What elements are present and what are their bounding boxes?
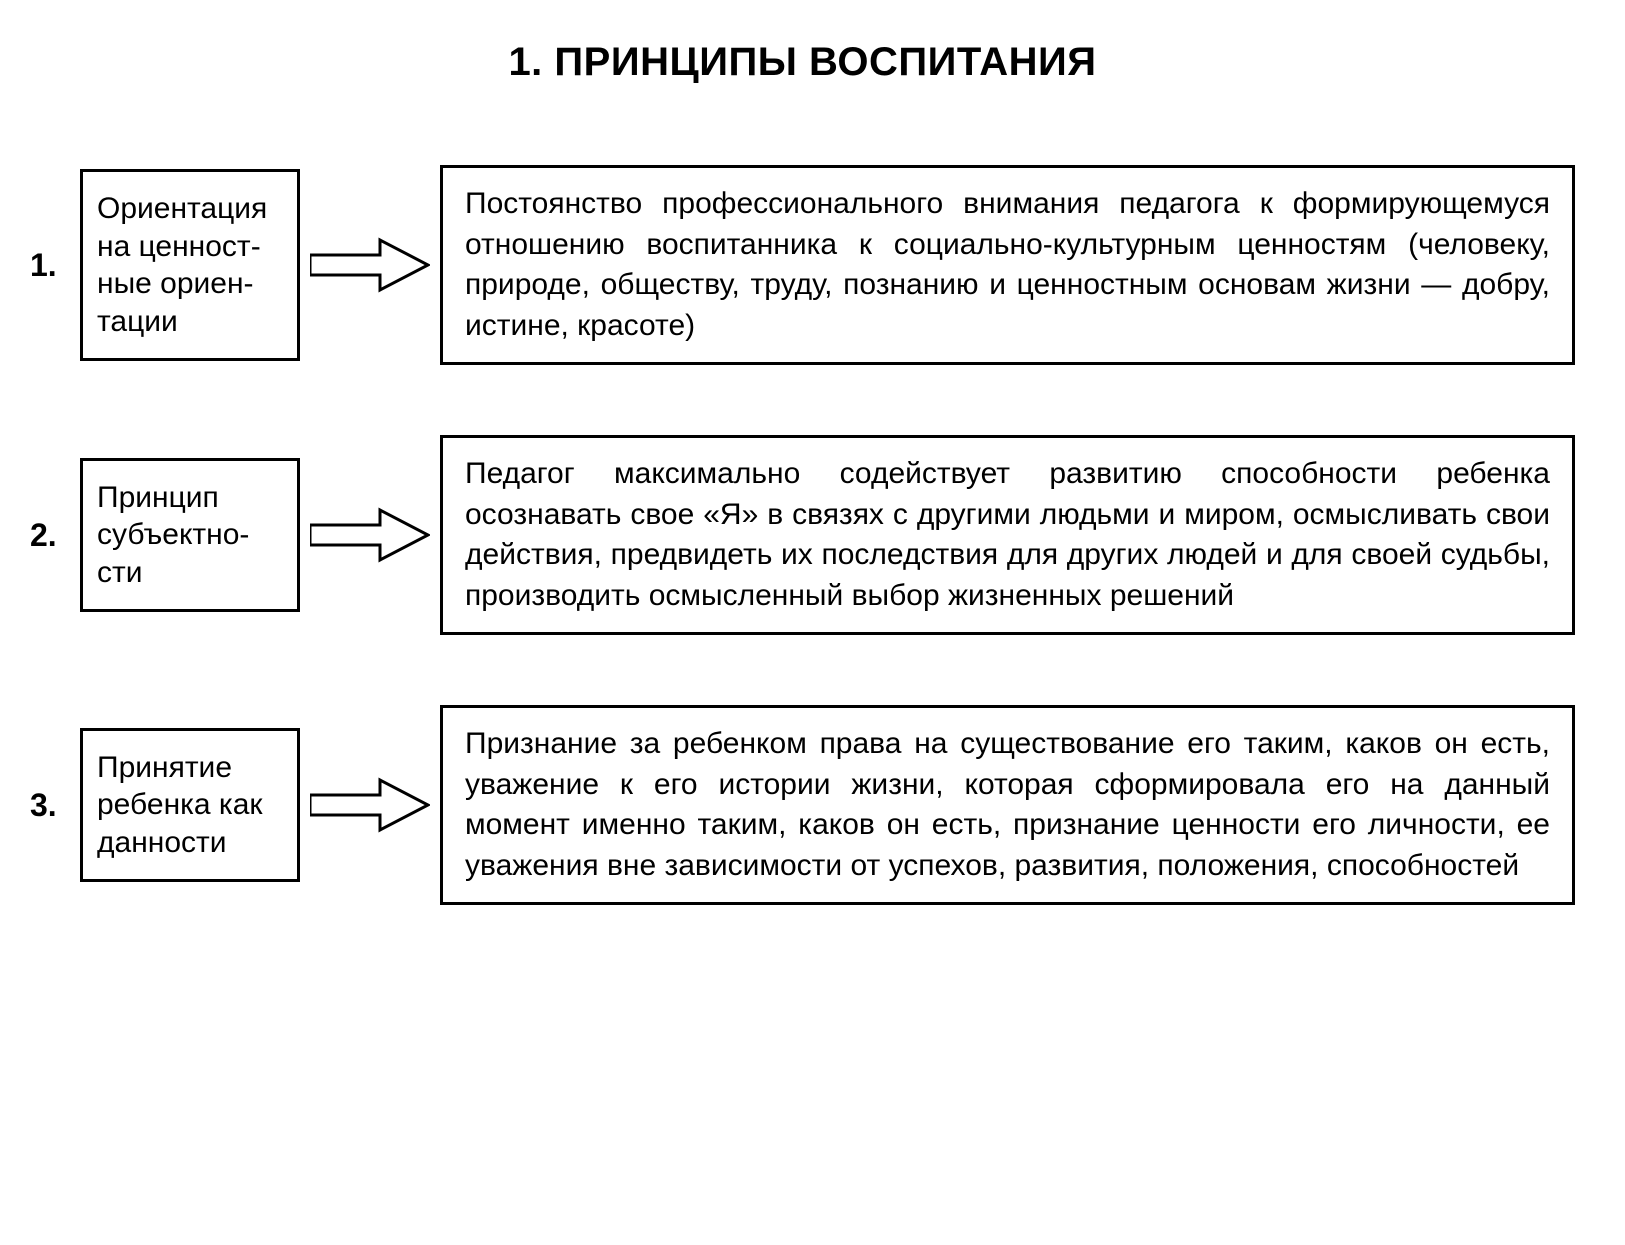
description-box: Постоянство профессионального внимания п… — [440, 165, 1575, 365]
row-number: 1. — [30, 247, 80, 284]
arrow-icon — [300, 505, 440, 565]
arrow-icon — [300, 775, 440, 835]
rows-container: 1. Ориентация на ценност­ные ориен­тации… — [30, 165, 1575, 905]
description-box: Педагог максимально содействует развитию… — [440, 435, 1575, 635]
term-box: Принцип субъектно­сти — [80, 458, 300, 613]
principle-row: 3. Принятие ребенка как данности Признан… — [30, 705, 1575, 905]
row-number: 2. — [30, 517, 80, 554]
row-number: 3. — [30, 787, 80, 824]
principle-row: 2. Принцип субъектно­сти Педагог максима… — [30, 435, 1575, 635]
arrow-icon — [300, 235, 440, 295]
principle-row: 1. Ориентация на ценност­ные ориен­тации… — [30, 165, 1575, 365]
page: 1. ПРИНЦИПЫ ВОСПИТАНИЯ 1. Ориентация на … — [0, 0, 1625, 1245]
page-title: 1. ПРИНЦИПЫ ВОСПИТАНИЯ — [30, 40, 1575, 85]
term-box: Ориентация на ценност­ные ориен­тации — [80, 169, 300, 361]
description-box: Признание за ребенком права на существов… — [440, 705, 1575, 905]
term-box: Принятие ребенка как данности — [80, 728, 300, 883]
